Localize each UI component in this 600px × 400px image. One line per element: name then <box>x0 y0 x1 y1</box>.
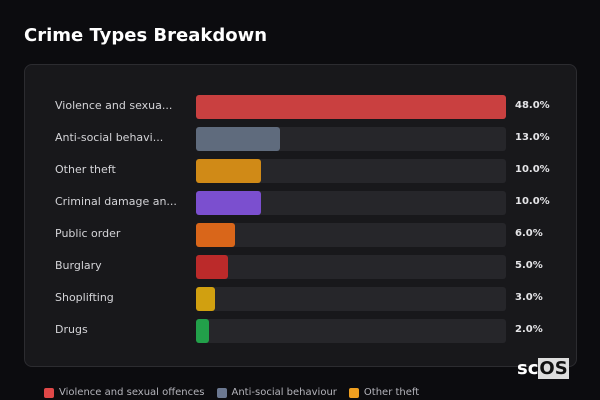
bar-track <box>196 191 506 215</box>
bar <box>196 223 235 247</box>
category-label: Violence and sexua... <box>55 99 173 112</box>
bar-track <box>196 319 506 343</box>
bar <box>196 287 216 311</box>
bar-row: Public order 6.0% <box>25 223 576 247</box>
bar <box>196 255 229 279</box>
legend: Violence and sexual offences Anti-social … <box>44 387 419 398</box>
category-label: Anti-social behavi... <box>55 131 164 144</box>
value-label: 10.0% <box>515 164 550 175</box>
value-label: 13.0% <box>515 132 550 143</box>
value-label: 3.0% <box>515 292 543 303</box>
bar <box>196 191 261 215</box>
bar <box>196 127 280 151</box>
bar-track <box>196 159 506 183</box>
legend-swatch <box>216 387 227 398</box>
bar-track <box>196 223 506 247</box>
value-label: 6.0% <box>515 228 543 239</box>
bar-track <box>196 287 506 311</box>
scos-logo: scOS <box>517 358 569 379</box>
bar-row: Criminal damage an... 10.0% <box>25 191 576 215</box>
value-label: 10.0% <box>515 196 550 207</box>
legend-label: Violence and sexual offences <box>59 387 205 398</box>
bar <box>196 95 506 119</box>
legend-swatch <box>348 387 359 398</box>
bar-track <box>196 95 506 119</box>
page-title: Crime Types Breakdown <box>24 25 268 46</box>
category-label: Other theft <box>55 163 116 176</box>
bar-row: Other theft 10.0% <box>25 159 576 183</box>
value-label: 5.0% <box>515 260 543 271</box>
bar-row: Burglary 5.0% <box>25 255 576 279</box>
bar-track <box>196 255 506 279</box>
bar-row: Drugs 2.0% <box>25 319 576 343</box>
legend-label: Other theft <box>363 387 420 398</box>
category-label: Drugs <box>55 323 88 336</box>
legend-item[interactable]: Violence and sexual offences <box>44 387 205 398</box>
chart-card: Violence and sexua... 48.0% Anti-social b… <box>24 64 577 367</box>
bar-row: Violence and sexua... 48.0% <box>25 95 576 119</box>
category-label: Public order <box>55 227 121 240</box>
category-label: Criminal damage an... <box>55 195 177 208</box>
value-label: 2.0% <box>515 324 543 335</box>
bar-row: Shoplifting 3.0% <box>25 287 576 311</box>
value-label: 48.0% <box>515 100 550 111</box>
legend-item[interactable]: Anti-social behaviour <box>216 387 337 398</box>
bar <box>196 159 261 183</box>
legend-label: Anti-social behaviour <box>231 387 337 398</box>
category-label: Shoplifting <box>55 291 114 304</box>
legend-swatch <box>44 387 54 398</box>
bar-track <box>196 127 506 151</box>
bar-row: Anti-social behavi... 13.0% <box>25 127 576 151</box>
bar <box>196 319 209 343</box>
legend-item[interactable]: Other theft <box>348 387 420 398</box>
category-label: Burglary <box>55 259 102 272</box>
